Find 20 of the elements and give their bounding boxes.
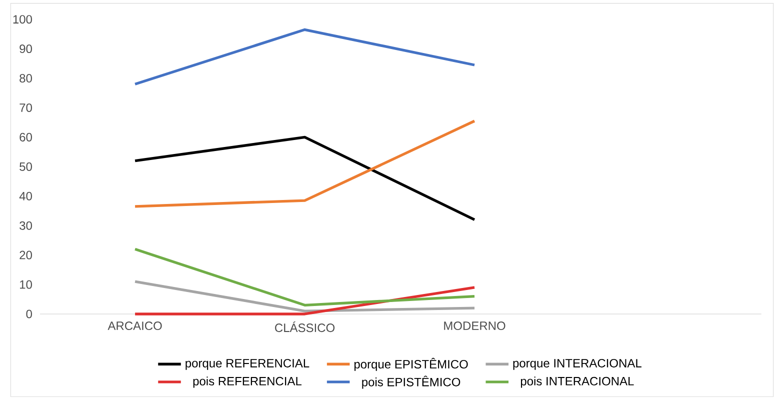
y-tick-label: 20 <box>20 250 32 260</box>
legend-label: porque INTERACIONAL <box>513 358 642 370</box>
y-tick-label: 90 <box>20 44 32 54</box>
y-tick-label: 60 <box>20 132 32 142</box>
y-tick-label: 0 <box>26 310 32 318</box>
y-tick-label: 30 <box>20 221 32 230</box>
y-tick-label: 50 <box>20 162 32 171</box>
x-tick-label: ARCAICO <box>108 322 162 330</box>
y-tick-label: 80 <box>20 74 32 83</box>
y-tick-label: 70 <box>20 103 32 112</box>
y-tick-label: 40 <box>19 192 32 200</box>
legend-label: porque REFERENCIAL <box>186 358 310 370</box>
legend-label: pois REFERENCIAL <box>193 376 302 388</box>
x-tick-label: MODERNO <box>444 322 506 330</box>
legend-label: pois EPISTÊMICO <box>362 376 460 389</box>
y-tick-label: 10 <box>20 280 32 289</box>
legend-label: porque EPISTÊMICO <box>354 358 468 371</box>
y-tick-label: 100 <box>13 15 32 24</box>
x-tick-label: CLÁSSICO <box>275 322 335 332</box>
legend-label: pois INTERACIONAL <box>520 376 634 388</box>
